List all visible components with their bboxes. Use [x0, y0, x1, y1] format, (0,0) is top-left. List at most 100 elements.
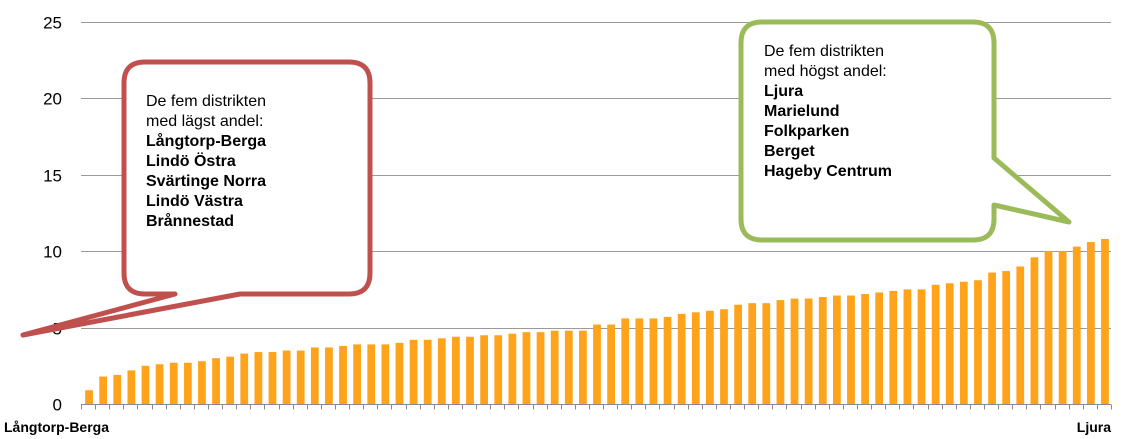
x-start-label: Långtorp-Berga: [4, 419, 109, 435]
bar: [423, 339, 432, 404]
y-tick-label: 25: [43, 14, 62, 33]
bar: [550, 330, 559, 404]
bar: [607, 324, 615, 404]
bar: [720, 309, 728, 404]
bar: [1030, 257, 1039, 404]
bar: [296, 350, 305, 404]
bar: [409, 339, 418, 404]
bar: [988, 272, 996, 404]
bar: [367, 344, 376, 404]
bar: [155, 364, 164, 404]
bar: [1044, 251, 1053, 404]
bar: [480, 335, 488, 404]
callout-high-item: Ljura: [764, 83, 804, 100]
bar: [776, 300, 785, 404]
callout-high-item: Berget: [764, 143, 815, 160]
bar: [226, 356, 235, 404]
bar: [706, 310, 714, 404]
bar: [198, 361, 206, 404]
bar: [339, 345, 347, 404]
bar: [621, 318, 630, 404]
bar: [945, 283, 954, 404]
bar: [875, 292, 884, 404]
bar: [99, 376, 108, 404]
bars: [85, 238, 1109, 404]
bar: [1002, 271, 1011, 404]
bar: [183, 362, 192, 404]
bar: [254, 352, 263, 404]
bar: [635, 318, 644, 404]
bar: [141, 365, 150, 404]
bar: [917, 289, 926, 404]
callout-low-intro-1: De fem distrikten: [146, 93, 267, 110]
y-tick-label: 10: [43, 243, 62, 262]
bar: [748, 303, 757, 404]
bar: [310, 347, 319, 404]
callout-high-intro-2: med högst andel:: [764, 63, 887, 80]
bar: [452, 336, 460, 404]
bar: [127, 370, 136, 404]
bar: [734, 304, 742, 404]
bar: [466, 336, 474, 404]
bar: [508, 333, 517, 404]
bar: [1072, 246, 1081, 404]
y-axis: 0510152025: [43, 14, 62, 415]
bar: [268, 352, 277, 404]
bar: [494, 335, 503, 404]
callout-high-intro-1: De fem distrikten: [764, 43, 885, 60]
callout-low-item: Brånnestad: [146, 213, 235, 230]
callout-low-item: Lindö Östra: [146, 153, 236, 170]
x-end-label: Ljura: [1077, 419, 1111, 435]
bar: [593, 324, 601, 404]
bar: [522, 332, 531, 404]
x-axis: [81, 404, 1112, 410]
callout-high-item: Marielund: [764, 103, 840, 120]
bar: [353, 344, 362, 404]
bar: [564, 330, 573, 404]
bar: [663, 316, 672, 404]
bar: [931, 284, 940, 404]
bar: [691, 312, 700, 404]
bar: [959, 281, 968, 404]
bar: [1058, 251, 1067, 404]
bar: [437, 338, 446, 404]
y-tick-label: 15: [43, 167, 62, 186]
bar: [113, 374, 122, 404]
bar: [1086, 242, 1095, 404]
bar: [169, 362, 178, 404]
callout-high-item: Hageby Centrum: [764, 163, 893, 180]
bar: [818, 297, 827, 404]
bar: [861, 293, 869, 404]
bar: [832, 295, 841, 404]
bar: [381, 344, 390, 404]
bar: [903, 289, 912, 404]
bar: [804, 298, 813, 404]
bar: [1016, 266, 1025, 404]
callout-low-text: De fem distrikten med lägst andel: Långt…: [146, 92, 266, 232]
callout-low-intro-2: med lägst andel:: [146, 113, 264, 130]
bar: [790, 298, 799, 404]
callout-high-bubble: [738, 19, 1072, 243]
bar: [649, 318, 658, 404]
bar: [762, 303, 771, 404]
bar: [240, 353, 249, 404]
bar: [395, 342, 404, 404]
bar: [579, 330, 587, 404]
bar: [282, 350, 291, 404]
callout-low-bubble: [20, 59, 373, 338]
bar: [847, 295, 855, 404]
bar: [974, 280, 982, 404]
bar: [85, 390, 93, 404]
bar: [325, 347, 333, 404]
bar: [889, 290, 898, 404]
bar: [212, 358, 220, 404]
callout-low-item: Svärtinge Norra: [146, 173, 267, 190]
callout-high-text: De fem distrikten med högst andel: Ljura…: [764, 42, 892, 182]
callout-high-item: Folkparken: [764, 123, 850, 140]
y-tick-label: 20: [43, 90, 62, 109]
bar: [1101, 238, 1109, 404]
callout-low-item: Långtorp-Berga: [146, 133, 266, 150]
callout-low-item: Lindö Västra: [146, 193, 243, 210]
y-tick-label: 0: [53, 396, 62, 415]
